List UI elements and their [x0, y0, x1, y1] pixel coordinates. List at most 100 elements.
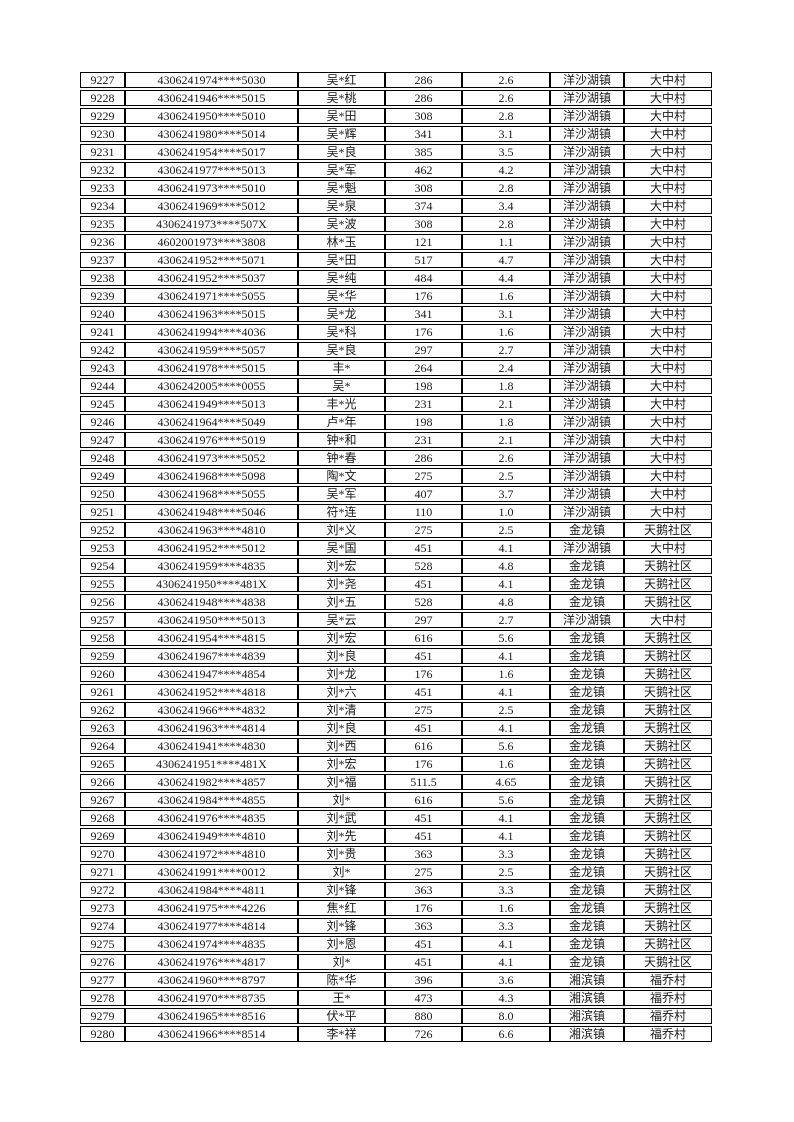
cell-village: 天鹅社区	[624, 594, 712, 610]
cell-amount: 308	[385, 108, 462, 124]
cell-name: 卢*年	[298, 414, 385, 430]
cell-id-number: 4306241973****507X	[125, 216, 298, 232]
cell-town: 洋沙湖镇	[550, 450, 624, 466]
cell-id-number: 4306241952****5037	[125, 270, 298, 286]
cell-name: 刘*龙	[298, 666, 385, 682]
cell-town: 金龙镇	[550, 774, 624, 790]
cell-index: 9229	[80, 108, 125, 124]
cell-village: 大中村	[624, 144, 712, 160]
cell-index: 9270	[80, 846, 125, 862]
table-row: 9260 4306241947****4854 刘*龙 176 1.6 金龙镇 …	[80, 666, 712, 682]
cell-village: 天鹅社区	[624, 522, 712, 538]
table-row: 9272 4306241984****4811 刘*锋 363 3.3 金龙镇 …	[80, 882, 712, 898]
table-row: 9238 4306241952****5037 吴*纯 484 4.4 洋沙湖镇…	[80, 270, 712, 286]
cell-amount: 308	[385, 180, 462, 196]
cell-town: 金龙镇	[550, 576, 624, 592]
cell-village: 大中村	[624, 432, 712, 448]
table-row: 9255 4306241950****481X 刘*尧 451 4.1 金龙镇 …	[80, 576, 712, 592]
table-body: 9227 4306241974****5030 吴*红 286 2.6 洋沙湖镇…	[80, 72, 712, 1042]
cell-id-number: 4306241973****5010	[125, 180, 298, 196]
cell-amount: 363	[385, 918, 462, 934]
cell-village: 天鹅社区	[624, 756, 712, 772]
cell-index: 9245	[80, 396, 125, 412]
cell-town: 金龙镇	[550, 522, 624, 538]
table-row: 9253 4306241952****5012 吴*国 451 4.1 洋沙湖镇…	[80, 540, 712, 556]
cell-id-number: 4306241984****4811	[125, 882, 298, 898]
cell-town: 金龙镇	[550, 954, 624, 970]
cell-amount: 528	[385, 558, 462, 574]
cell-name: 刘*尧	[298, 576, 385, 592]
cell-index: 9266	[80, 774, 125, 790]
cell-amount: 374	[385, 198, 462, 214]
cell-name: 刘*六	[298, 684, 385, 700]
cell-amount: 462	[385, 162, 462, 178]
cell-area: 2.6	[462, 90, 550, 106]
cell-town: 洋沙湖镇	[550, 72, 624, 88]
cell-id-number: 4306241952****5071	[125, 252, 298, 268]
cell-town: 洋沙湖镇	[550, 288, 624, 304]
cell-index: 9262	[80, 702, 125, 718]
cell-index: 9231	[80, 144, 125, 160]
cell-id-number: 4306241950****5013	[125, 612, 298, 628]
cell-area: 5.6	[462, 792, 550, 808]
cell-index: 9261	[80, 684, 125, 700]
cell-area: 4.3	[462, 990, 550, 1006]
cell-village: 天鹅社区	[624, 666, 712, 682]
cell-id-number: 4306241977****5013	[125, 162, 298, 178]
cell-town: 金龙镇	[550, 720, 624, 736]
cell-amount: 110	[385, 504, 462, 520]
cell-area: 2.8	[462, 216, 550, 232]
cell-id-number: 4306241974****5030	[125, 72, 298, 88]
cell-id-number: 4306241950****5010	[125, 108, 298, 124]
cell-area: 3.3	[462, 882, 550, 898]
cell-village: 大中村	[624, 90, 712, 106]
table-row: 9269 4306241949****4810 刘*先 451 4.1 金龙镇 …	[80, 828, 712, 844]
cell-area: 2.5	[462, 522, 550, 538]
cell-amount: 198	[385, 414, 462, 430]
cell-amount: 297	[385, 612, 462, 628]
cell-amount: 616	[385, 738, 462, 754]
cell-area: 2.4	[462, 360, 550, 376]
cell-id-number: 4306241970****8735	[125, 990, 298, 1006]
cell-name: 刘*宏	[298, 630, 385, 646]
cell-town: 金龙镇	[550, 846, 624, 862]
table-row: 9228 4306241946****5015 吴*桃 286 2.6 洋沙湖镇…	[80, 90, 712, 106]
cell-id-number: 4306241965****8516	[125, 1008, 298, 1024]
table-row: 9268 4306241976****4835 刘*武 451 4.1 金龙镇 …	[80, 810, 712, 826]
cell-amount: 451	[385, 954, 462, 970]
cell-village: 大中村	[624, 486, 712, 502]
table-row: 9230 4306241980****5014 吴*辉 341 3.1 洋沙湖镇…	[80, 126, 712, 142]
cell-village: 天鹅社区	[624, 936, 712, 952]
cell-index: 9273	[80, 900, 125, 916]
cell-amount: 231	[385, 432, 462, 448]
cell-village: 大中村	[624, 396, 712, 412]
cell-area: 1.1	[462, 234, 550, 250]
table-row: 9263 4306241963****4814 刘*良 451 4.1 金龙镇 …	[80, 720, 712, 736]
cell-amount: 473	[385, 990, 462, 1006]
cell-amount: 407	[385, 486, 462, 502]
cell-id-number: 4306241968****5055	[125, 486, 298, 502]
cell-village: 天鹅社区	[624, 684, 712, 700]
cell-village: 天鹅社区	[624, 792, 712, 808]
cell-id-number: 4306241972****4810	[125, 846, 298, 862]
cell-town: 金龙镇	[550, 810, 624, 826]
cell-town: 金龙镇	[550, 630, 624, 646]
cell-town: 洋沙湖镇	[550, 162, 624, 178]
cell-village: 大中村	[624, 288, 712, 304]
cell-id-number: 4306241952****4818	[125, 684, 298, 700]
cell-town: 金龙镇	[550, 648, 624, 664]
cell-area: 3.6	[462, 972, 550, 988]
cell-id-number: 4306241984****4855	[125, 792, 298, 808]
cell-id-number: 4306241991****0012	[125, 864, 298, 880]
cell-village: 大中村	[624, 306, 712, 322]
cell-village: 大中村	[624, 414, 712, 430]
cell-index: 9258	[80, 630, 125, 646]
table-row: 9229 4306241950****5010 吴*田 308 2.8 洋沙湖镇…	[80, 108, 712, 124]
cell-area: 1.8	[462, 414, 550, 430]
cell-area: 4.2	[462, 162, 550, 178]
cell-area: 3.1	[462, 306, 550, 322]
cell-name: 符*连	[298, 504, 385, 520]
cell-village: 天鹅社区	[624, 846, 712, 862]
cell-area: 4.1	[462, 720, 550, 736]
cell-town: 金龙镇	[550, 702, 624, 718]
